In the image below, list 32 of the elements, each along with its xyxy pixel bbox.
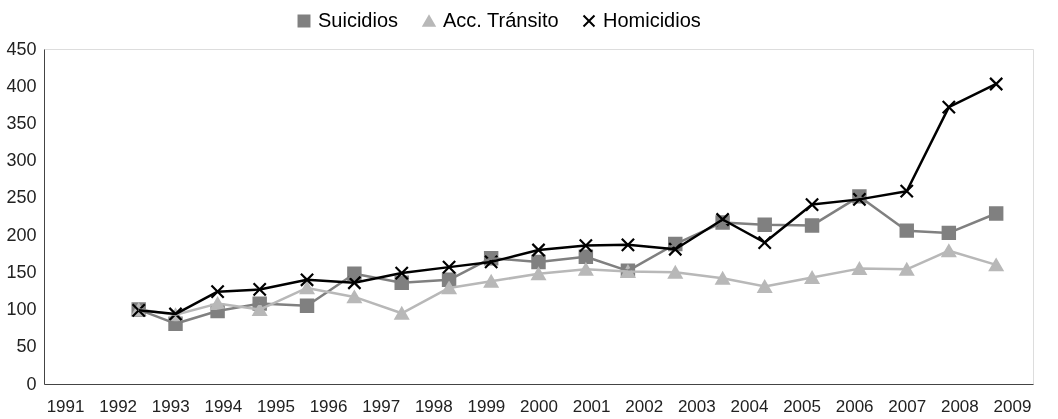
y-tick-label: 50 <box>16 336 37 357</box>
x-tick-label: 2001 <box>572 396 611 416</box>
x-tick-label: 1991 <box>46 396 85 416</box>
x-tick-label: 2000 <box>520 396 558 416</box>
y-tick-label: 350 <box>6 112 37 133</box>
y-tick-label: 150 <box>6 261 37 282</box>
x-tick-label: 1994 <box>204 396 243 416</box>
x-tick-label: 2006 <box>835 396 874 416</box>
y-tick-label: 0 <box>26 373 37 394</box>
y-tick-label: 450 <box>6 38 37 59</box>
x-tick-label: 1995 <box>257 396 295 416</box>
x-tick-label: 2008 <box>940 396 979 416</box>
x-tick-label: 2004 <box>730 396 769 416</box>
x-tick-label: 2003 <box>677 396 716 416</box>
legend-label: Acc. Tránsito <box>443 9 559 31</box>
x-tick-label: 2007 <box>888 396 927 416</box>
y-tick-label: 250 <box>6 187 37 208</box>
legend-label: Suicidios <box>318 9 399 31</box>
x-tick-label: 2005 <box>783 396 821 416</box>
x-tick-label: 1998 <box>414 396 453 416</box>
y-tick-label: 300 <box>6 150 37 171</box>
y-tick-label: 400 <box>6 75 37 96</box>
x-tick-label: 2009 <box>993 396 1032 416</box>
x-tick-label: 1999 <box>467 396 506 416</box>
x-tick-label: 1997 <box>362 396 401 416</box>
y-tick-label: 100 <box>6 299 37 320</box>
y-tick-label: 200 <box>6 224 37 245</box>
x-tick-label: 1993 <box>151 396 190 416</box>
x-tick-label: 2002 <box>625 396 664 416</box>
x-tick-label: 1992 <box>99 396 138 416</box>
legend-label: Homicidios <box>603 9 701 31</box>
x-tick-label: 1996 <box>309 396 348 416</box>
